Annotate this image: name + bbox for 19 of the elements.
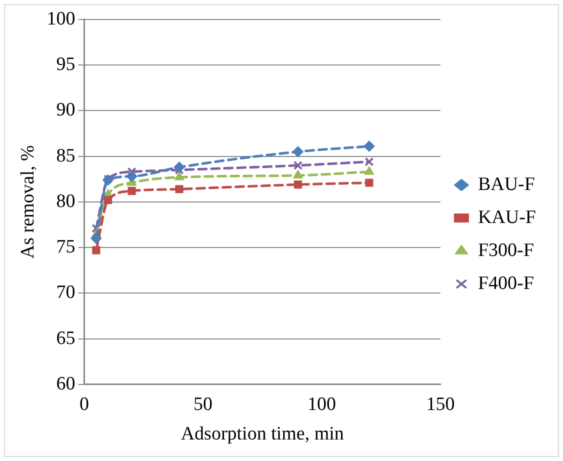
y-tick-label: 100	[46, 8, 76, 30]
x-tick-label: 100	[307, 394, 336, 415]
y-axis-title: As removal, %	[17, 145, 38, 259]
y-tick-label: 95	[56, 54, 76, 76]
y-tick-label: 85	[56, 145, 76, 166]
y-tick-label: 80	[56, 190, 76, 212]
y-tick-label: 65	[56, 328, 76, 349]
y-tick-label: 75	[56, 236, 76, 258]
x-tick-label: 50	[194, 394, 213, 415]
x-tick-label: 0	[80, 394, 90, 415]
legend-label: F400-F	[478, 272, 534, 294]
legend-label: KAU-F	[478, 206, 536, 228]
x-axis-title: Adsorption time, min	[180, 424, 344, 445]
x-tick-label: 150	[426, 394, 455, 415]
legend-label: BAU-F	[478, 174, 535, 195]
legend-label: F300-F	[478, 240, 534, 261]
y-tick-label: 90	[56, 100, 76, 121]
y-tick-label: 70	[56, 282, 76, 304]
y-tick-label: 60	[56, 373, 76, 394]
